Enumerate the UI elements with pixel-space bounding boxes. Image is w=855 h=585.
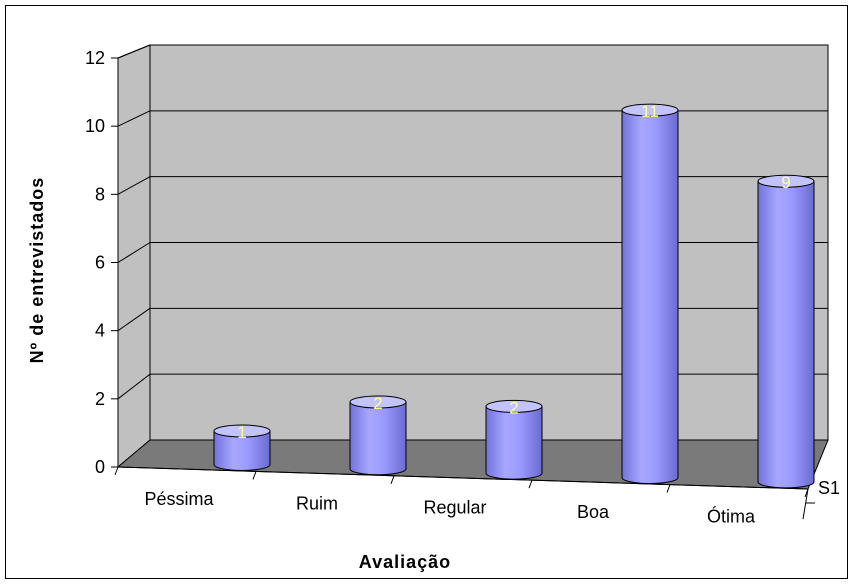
x-tick-mark: [804, 488, 809, 498]
bar-body: [621, 109, 679, 484]
x-tick-mark: [666, 484, 671, 493]
bar-body: [213, 430, 271, 471]
bar-top: [349, 395, 407, 409]
x-tick-mark: [528, 480, 533, 489]
depth-axis-line: [802, 488, 809, 520]
depth-series-label: S1: [818, 478, 840, 498]
data-label: 2: [509, 398, 518, 417]
x-tick-label: Regular: [423, 498, 486, 518]
y-axis-title: Nº de entrevistados: [27, 177, 47, 364]
x-tick-labels: Péssima Ruim Regular Boa Ótima: [144, 489, 756, 527]
x-tick-mark: [114, 466, 119, 476]
x-tick-mark: [390, 475, 395, 484]
bar-top: [757, 174, 815, 188]
data-label: 9: [781, 173, 790, 192]
bar-body: [757, 180, 815, 489]
data-label: 2: [373, 394, 382, 413]
gridline: [117, 44, 151, 59]
y-tick-labels: 0 2 4 6 8 10 12: [85, 48, 105, 477]
side-wall: [117, 44, 151, 469]
x-axis-line: [117, 466, 809, 490]
bar-ruim: 2: [349, 394, 407, 476]
data-label: 1: [237, 423, 246, 442]
x-tick-label: Ótima: [707, 506, 756, 527]
x-axis-title: Avaliação: [359, 552, 451, 572]
gridline: [117, 110, 151, 127]
y-tick-label: 12: [85, 48, 105, 68]
bar-péssima: 1: [213, 423, 271, 471]
y-tick-label: 8: [95, 184, 105, 204]
gridline: [117, 242, 151, 263]
y-tick-label: 6: [95, 253, 105, 273]
gridline: [117, 176, 151, 195]
bar-top: [213, 424, 271, 438]
bar-boa: 11: [621, 102, 679, 484]
y-tick-label: 10: [85, 116, 105, 136]
bar-body: [485, 405, 543, 480]
y-tick-label: 0: [95, 457, 105, 477]
x-tick-label: Boa: [577, 502, 610, 522]
bar-top: [621, 103, 679, 117]
axes: [111, 57, 815, 520]
bar-top: [485, 399, 543, 413]
y-tick-label: 4: [95, 321, 105, 341]
y-tick-label: 2: [95, 389, 105, 409]
bar-ótima: 9: [757, 173, 815, 489]
chart-walls: [116, 44, 829, 490]
x-tick-label: Ruim: [296, 493, 338, 513]
data-label: 11: [641, 102, 659, 121]
bars: 1 2 2 11 9: [213, 102, 815, 489]
x-tick-mark: [252, 471, 257, 480]
gridline: [117, 373, 151, 400]
gridlines: [117, 44, 828, 400]
gridline: [117, 307, 151, 332]
x-tick-label: Péssima: [144, 489, 214, 509]
bar-regular: 2: [485, 398, 543, 480]
bar-body: [349, 401, 407, 476]
